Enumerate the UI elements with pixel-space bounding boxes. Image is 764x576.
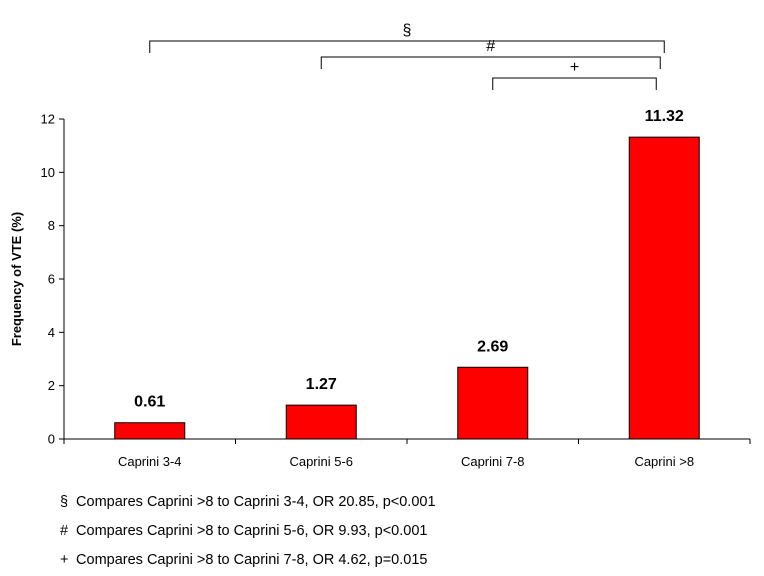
y-tick-label: 0 [48, 432, 55, 447]
category-label: Caprini >8 [634, 454, 694, 469]
footnote-2: # Compares Caprini >8 to Caprini 5-6, OR… [60, 523, 427, 539]
comparison-bracket [149, 40, 665, 53]
y-axis-label: Frequency of VTE (%) [9, 212, 24, 346]
footnote-1-symbol: § [60, 494, 69, 510]
bar [628, 136, 700, 440]
y-tick-label: 4 [48, 325, 55, 340]
y-tick-label: 2 [48, 378, 55, 393]
footnote-3: + Compares Caprini >8 to Caprini 7-8, OR… [60, 552, 427, 568]
category-label: Caprini 7-8 [461, 454, 525, 469]
bar-chart: 0 2 4 6 8 10 12 Frequency of VTE (%) 0.61 Caprini… [9, 22, 751, 469]
footnote-1-text: Compares Caprini >8 to Caprini 3-4, OR 2… [76, 494, 436, 510]
bar-value-label: 11.32 [645, 108, 684, 125]
category-label: Caprini 5-6 [289, 454, 353, 469]
bar [114, 422, 186, 440]
comparison-symbol: # [486, 38, 495, 55]
bar-value-label: 1.27 [306, 376, 337, 393]
y-tick-label: 12 [41, 112, 55, 127]
footnote-3-symbol: + [60, 552, 69, 568]
bar [285, 404, 357, 440]
y-tick-label: 6 [48, 272, 55, 287]
footnote-1: § Compares Caprini >8 to Caprini 3-4, OR… [60, 494, 436, 510]
y-tick-label: 8 [48, 218, 55, 233]
footnote-2-text: Compares Caprini >8 to Caprini 5-6, OR 9… [76, 523, 428, 539]
bar [457, 366, 529, 440]
comparison-bracket [320, 56, 661, 69]
y-tick-label: 10 [41, 165, 55, 180]
comparison-bracket [492, 77, 657, 90]
footnote-2-symbol: # [60, 523, 69, 539]
bar-value-label: 0.61 [134, 394, 165, 411]
bar-value-label: 2.69 [477, 338, 508, 355]
footnote-3-text: Compares Caprini >8 to Caprini 7-8, OR 4… [76, 552, 428, 568]
category-label: Caprini 3-4 [118, 454, 182, 469]
comparison-symbol: + [570, 59, 579, 76]
comparison-symbol: § [403, 22, 412, 39]
